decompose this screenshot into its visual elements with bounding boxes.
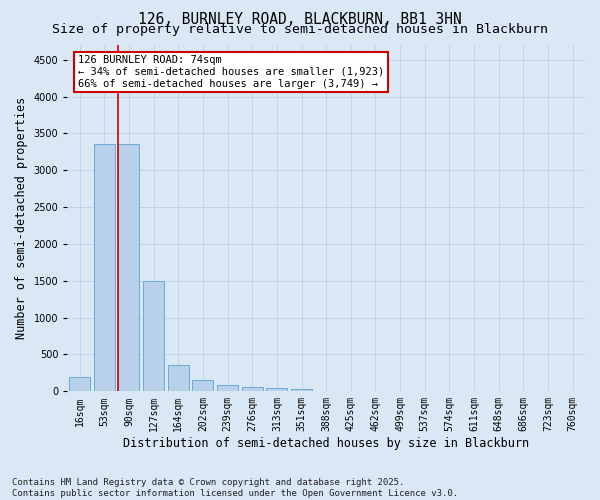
Bar bbox=[193, 380, 214, 392]
Bar bbox=[143, 281, 164, 392]
Text: Contains HM Land Registry data © Crown copyright and database right 2025.
Contai: Contains HM Land Registry data © Crown c… bbox=[12, 478, 458, 498]
Text: Size of property relative to semi-detached houses in Blackburn: Size of property relative to semi-detach… bbox=[52, 22, 548, 36]
Bar bbox=[217, 386, 238, 392]
Bar bbox=[168, 365, 189, 392]
Bar bbox=[118, 144, 139, 392]
Bar bbox=[291, 389, 312, 392]
Bar bbox=[94, 144, 115, 392]
Text: 126, BURNLEY ROAD, BLACKBURN, BB1 3HN: 126, BURNLEY ROAD, BLACKBURN, BB1 3HN bbox=[138, 12, 462, 28]
Y-axis label: Number of semi-detached properties: Number of semi-detached properties bbox=[15, 97, 28, 340]
Bar bbox=[242, 388, 263, 392]
X-axis label: Distribution of semi-detached houses by size in Blackburn: Distribution of semi-detached houses by … bbox=[123, 437, 529, 450]
Text: 126 BURNLEY ROAD: 74sqm
← 34% of semi-detached houses are smaller (1,923)
66% of: 126 BURNLEY ROAD: 74sqm ← 34% of semi-de… bbox=[77, 56, 384, 88]
Bar bbox=[69, 378, 90, 392]
Bar bbox=[266, 388, 287, 392]
